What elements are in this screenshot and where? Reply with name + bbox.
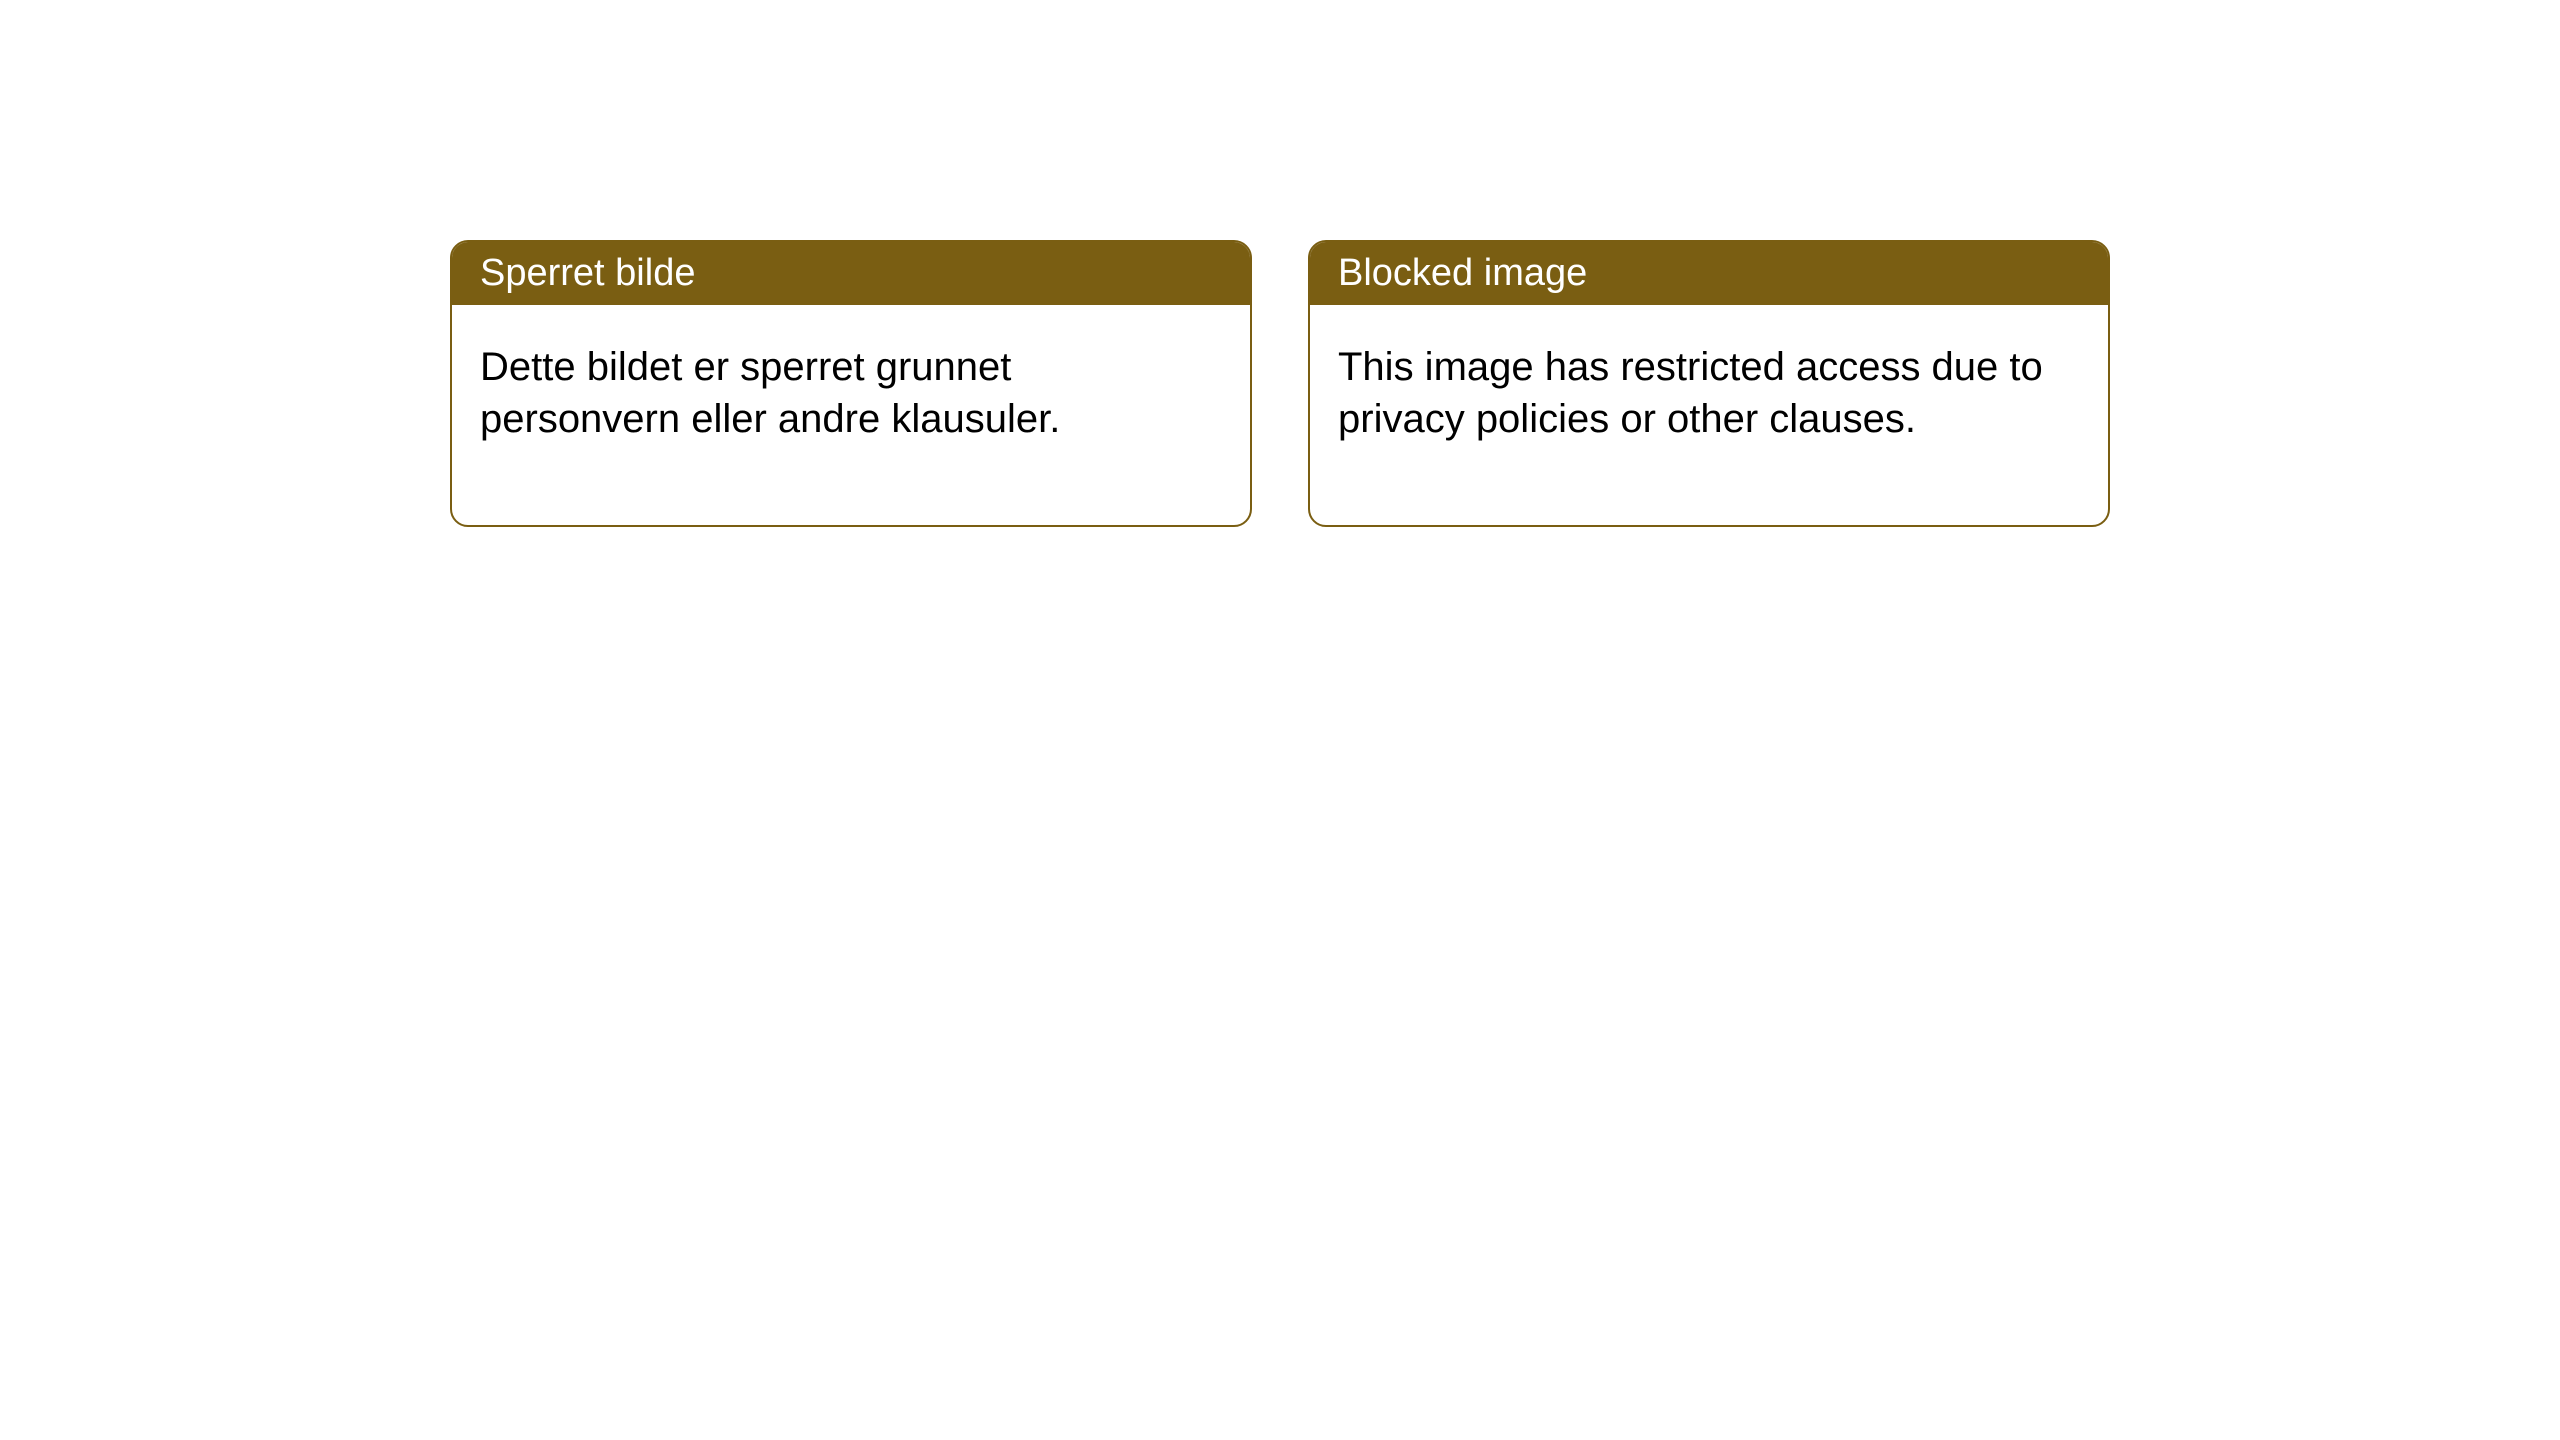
notice-card-norwegian: Sperret bilde Dette bildet er sperret gr… — [450, 240, 1252, 527]
card-title: Sperret bilde — [480, 252, 695, 294]
card-body-text: Dette bildet er sperret grunnet personve… — [480, 345, 1060, 441]
notice-card-english: Blocked image This image has restricted … — [1308, 240, 2110, 527]
card-body: This image has restricted access due to … — [1310, 305, 2108, 525]
card-header: Sperret bilde — [452, 242, 1250, 305]
card-body-text: This image has restricted access due to … — [1338, 345, 2043, 441]
card-body: Dette bildet er sperret grunnet personve… — [452, 305, 1250, 525]
cards-container: Sperret bilde Dette bildet er sperret gr… — [0, 0, 2560, 527]
card-header: Blocked image — [1310, 242, 2108, 305]
card-title: Blocked image — [1338, 252, 1587, 294]
